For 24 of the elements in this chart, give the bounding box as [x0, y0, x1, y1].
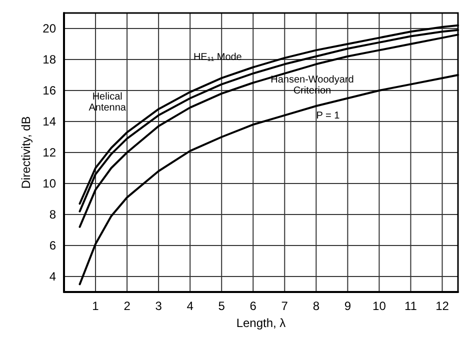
x-tick-label: 11 — [404, 299, 418, 313]
x-tick-label: 8 — [312, 299, 320, 313]
y-tick-label: 18 — [42, 52, 56, 66]
x-tick-label: 1 — [92, 299, 100, 313]
y-tick-label: 4 — [49, 270, 56, 284]
x-tick-label: 9 — [344, 299, 352, 313]
x-axis-title: Length, λ — [236, 316, 286, 330]
y-tick-label: 14 — [42, 114, 56, 128]
annotation: P = 1 — [316, 110, 340, 122]
x-tick-label: 6 — [250, 299, 257, 313]
x-tick-label: 10 — [372, 299, 386, 313]
y-tick-label: 12 — [42, 146, 56, 160]
x-tick-label: 4 — [186, 299, 194, 313]
x-tick-label: 5 — [218, 299, 226, 313]
y-tick-label: 20 — [42, 22, 56, 36]
y-tick-label: 16 — [42, 84, 56, 98]
x-tick-label: 3 — [155, 299, 162, 313]
y-tick-label: 6 — [49, 238, 56, 252]
y-tick-label: 8 — [49, 208, 56, 222]
x-tick-label: 2 — [124, 299, 131, 313]
y-axis-title: Directivity, dB — [18, 116, 33, 189]
y-tick-label: 10 — [42, 176, 56, 190]
x-tick-label: 12 — [436, 299, 450, 313]
x-tick-label: 7 — [281, 299, 288, 313]
